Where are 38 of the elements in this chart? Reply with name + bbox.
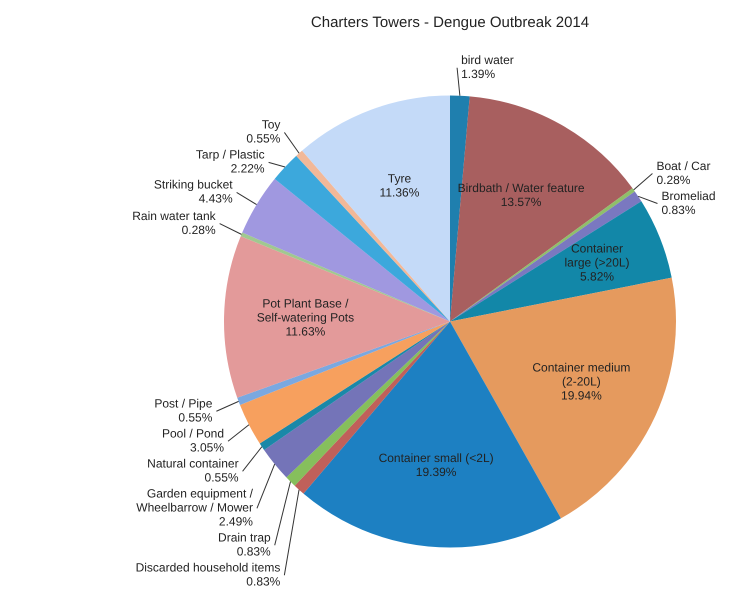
data-label: 1.39% <box>461 67 496 82</box>
slice-label: Container large (>20L) <box>564 241 630 270</box>
slice-label: Post / Pipe <box>154 396 213 411</box>
slice-label: Boat / Car <box>656 158 710 173</box>
slice-label: Striking bucket <box>154 178 234 192</box>
data-label: 19.94% <box>561 388 602 402</box>
data-label: 0.83% <box>661 202 696 217</box>
slice-label: Discarded household items <box>136 560 280 575</box>
data-label: 0.28% <box>656 172 691 187</box>
data-label: 2.22% <box>230 162 265 176</box>
data-label: 0.28% <box>182 222 216 237</box>
data-label: 5.82% <box>580 269 614 284</box>
slice-label: Tarp / Plastic <box>196 148 265 162</box>
data-label: 0.83% <box>236 544 272 559</box>
slice-label: Bromeliad <box>661 188 716 203</box>
data-label: 3.05% <box>190 440 224 455</box>
slice-label: Drain trap <box>218 530 272 545</box>
slice-label: Garden equipment / Wheelbarrow / Mower <box>136 486 254 515</box>
data-label: 0.55% <box>204 470 239 485</box>
data-label: 11.63% <box>285 324 326 339</box>
data-label: 4.43% <box>198 192 233 206</box>
data-label: 13.57% <box>500 194 542 209</box>
slice-label: Container small (<2L) <box>378 450 494 465</box>
data-label: 0.83% <box>246 574 281 589</box>
slice-label: Container medium (2-20L) <box>532 360 630 388</box>
slice-label: Toy <box>262 118 280 132</box>
data-label: 0.55% <box>246 132 281 146</box>
chart-title: Charters Towers - Dengue Outbreak 2014 <box>310 14 590 32</box>
data-label: 2.49% <box>218 514 254 529</box>
slice-label: Natural container <box>147 456 239 471</box>
slice-label: bird water <box>461 53 514 68</box>
data-label: 11.36% <box>380 185 420 200</box>
data-label: 0.55% <box>178 410 213 425</box>
slice-label: Pool / Pond <box>162 426 224 441</box>
data-label: 19.39% <box>416 464 457 479</box>
slice-label: Tyre <box>388 171 412 186</box>
slice-label: Pot Plant Base / Self-watering Pots <box>256 296 354 325</box>
slice-label: Rain water tank <box>132 208 217 223</box>
